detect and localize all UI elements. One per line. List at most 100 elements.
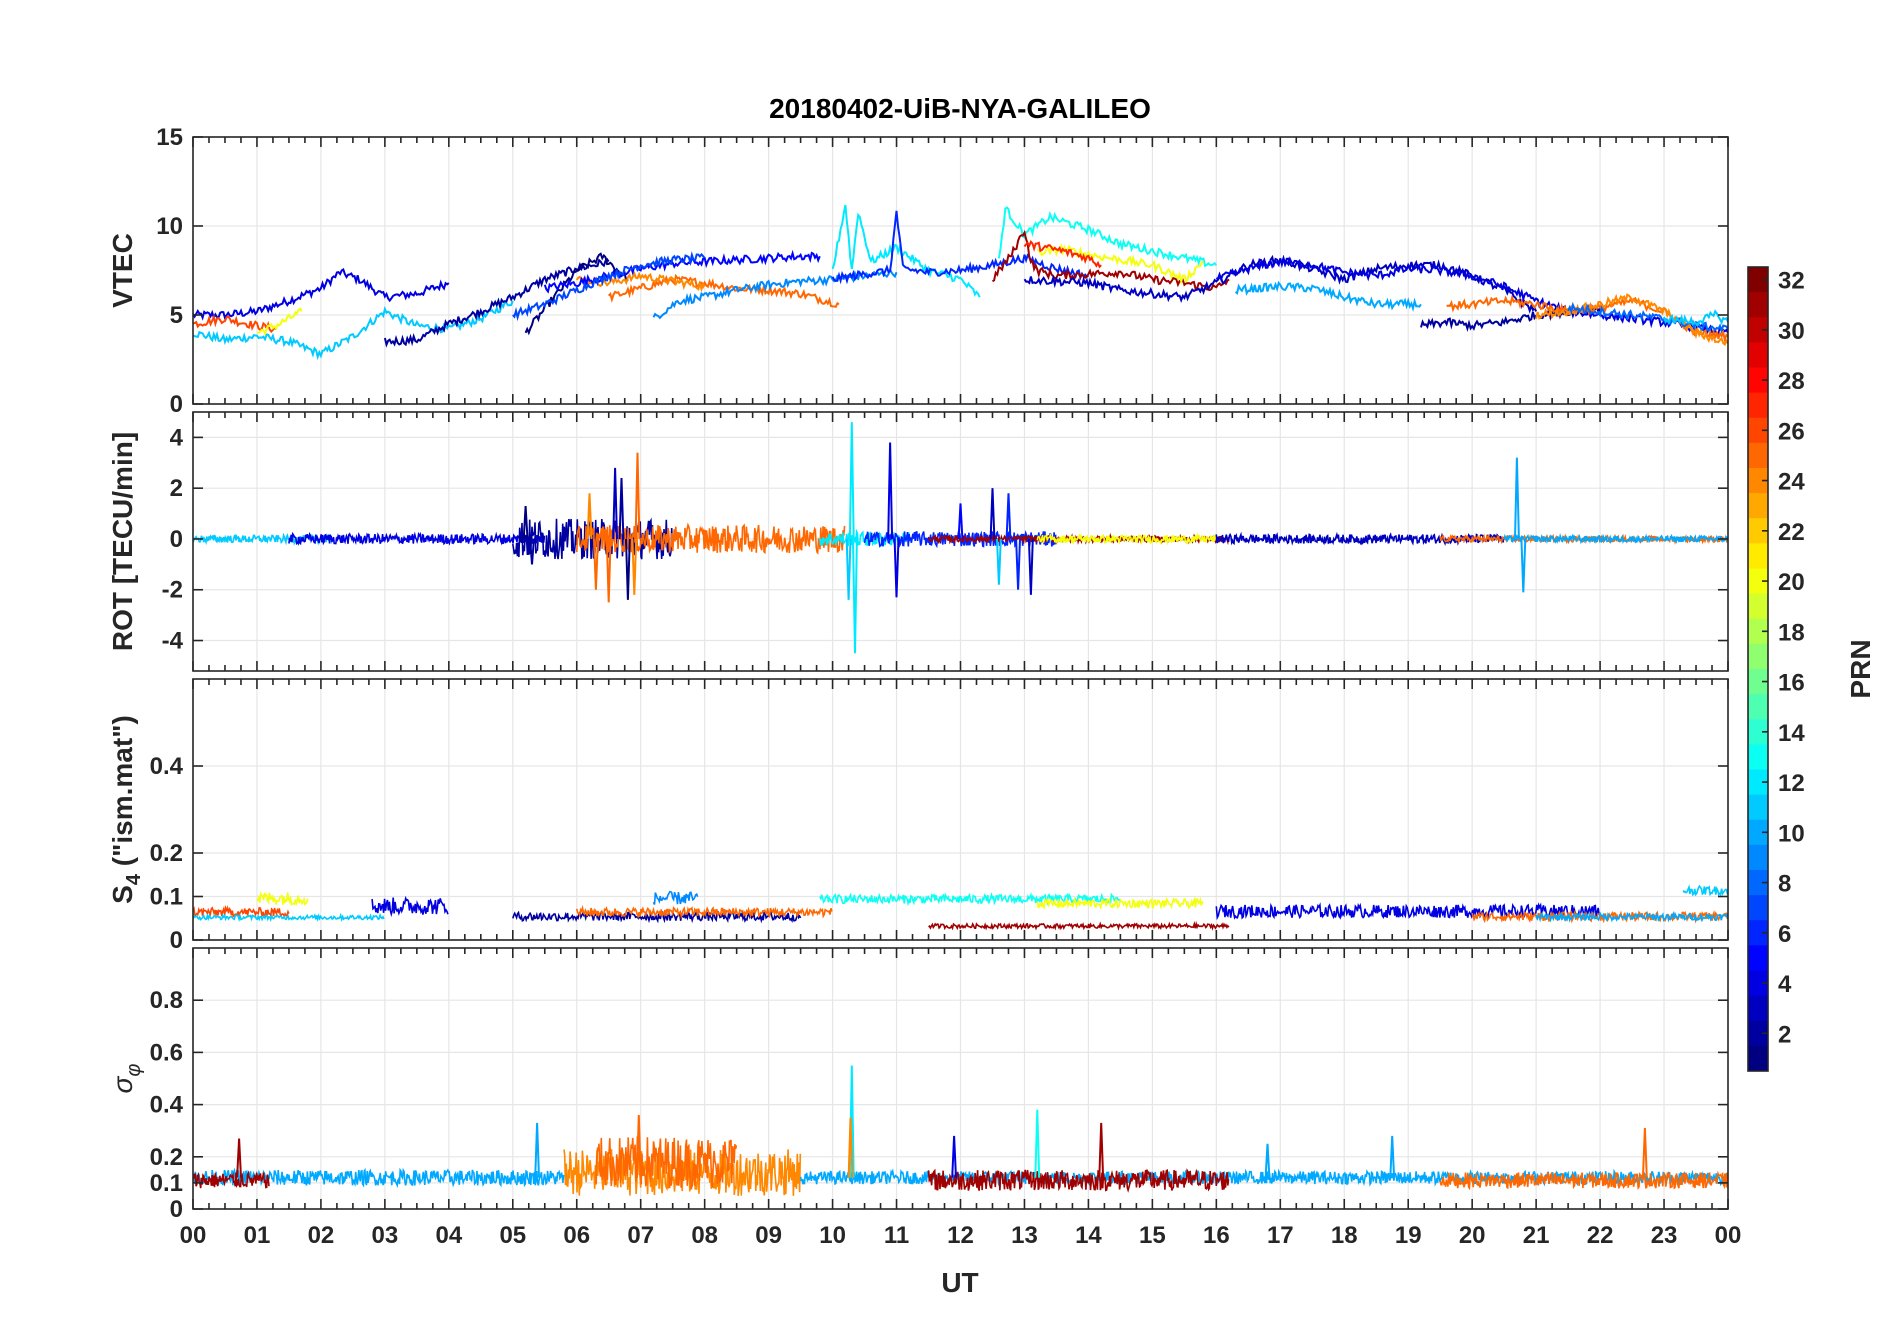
s4-series-prn-31	[928, 920, 1230, 931]
rot-spike	[605, 538, 612, 603]
colorbar-segment	[1748, 1020, 1768, 1047]
colorbar-segment	[1748, 794, 1768, 821]
colorbar-segment	[1748, 694, 1768, 720]
x-tick-label: 11	[884, 1222, 909, 1249]
s4-series-prn-26	[193, 904, 290, 918]
colorbar-segment	[1748, 920, 1768, 946]
sigma-series-prn-31	[193, 1170, 270, 1189]
colorbar-segment	[1748, 367, 1768, 394]
rot-spike	[1015, 538, 1021, 590]
y-tick-label: 0.4	[150, 1092, 184, 1119]
x-tick-label: 19	[1395, 1222, 1422, 1249]
x-tick-label: 16	[1203, 1222, 1230, 1249]
x-tick-label: 17	[1267, 1222, 1294, 1249]
vtec-series-prn-24	[1535, 293, 1728, 347]
rot-spike	[1027, 538, 1034, 595]
rot-spike	[996, 538, 1002, 585]
y-tick-label: 0	[170, 1196, 183, 1223]
vtec-series-prn-4	[1215, 254, 1728, 336]
rot-spike	[893, 538, 900, 598]
y-tick-label: 0	[170, 526, 183, 553]
rot-spike	[625, 538, 631, 600]
colorbar-tick-label: 18	[1778, 619, 1805, 646]
rot-spike	[989, 488, 996, 540]
colorbar-tick-label: 32	[1778, 268, 1805, 295]
sigma-spike	[1034, 1109, 1041, 1178]
s4-series-prn-13	[819, 891, 1121, 907]
vtec-series-prn-2	[383, 257, 610, 348]
rot-spike	[529, 538, 535, 565]
x-tick-label: 07	[627, 1222, 654, 1249]
y-tick-label: 0.2	[150, 840, 183, 867]
colorbar-segment	[1748, 292, 1768, 318]
vtec-series-prn-1	[524, 252, 629, 336]
series-group	[193, 1065, 1728, 1196]
y-tick-label: -4	[162, 628, 184, 655]
colorbar-tick-label: 4	[1778, 971, 1792, 998]
colorbar-segment	[1748, 442, 1768, 469]
y-tick-label: 0.1	[150, 884, 183, 911]
rot-spike	[1520, 538, 1527, 593]
s4-series-prn-11	[193, 912, 385, 923]
chart-title: 20180402-UiB-NYA-GALILEO	[769, 93, 1151, 124]
colorbar-segment	[1748, 945, 1768, 971]
sigma-spike	[1264, 1143, 1271, 1178]
colorbar-tick-label: 2	[1778, 1021, 1791, 1048]
vtec-series-prn-31	[992, 229, 1230, 292]
colorbar-segment	[1748, 744, 1768, 770]
x-tick-label: 09	[755, 1222, 782, 1249]
colorbar-tick-label: 12	[1778, 770, 1805, 797]
x-tick-label: 00	[180, 1222, 207, 1249]
y-tick-label: 0.1	[150, 1170, 183, 1197]
sigma-series-prn-31	[927, 1168, 1230, 1193]
colorbar-segment	[1748, 568, 1768, 595]
sigma-spike	[635, 1114, 642, 1178]
x-tick-label: 15	[1139, 1222, 1166, 1249]
vtec-series-prn-6	[831, 210, 1089, 285]
colorbar-segment	[1748, 518, 1768, 544]
y-tick-label: 0	[170, 391, 183, 418]
y-axis-label-sigma: σφ	[107, 1064, 145, 1094]
y-tick-label: 2	[170, 475, 183, 502]
y-tick-label: 15	[156, 124, 183, 151]
colorbar-segment	[1748, 342, 1768, 368]
x-tick-label: 14	[1075, 1222, 1102, 1249]
series-group	[193, 204, 1728, 361]
colorbar-segment	[1748, 493, 1768, 519]
y-tick-label: 0.4	[150, 753, 184, 780]
sigma-spike	[1641, 1128, 1648, 1178]
x-tick-label: 23	[1651, 1222, 1678, 1249]
colorbar-segment	[1748, 844, 1768, 871]
x-tick-label: 03	[372, 1222, 399, 1249]
vtec-series-prn-11	[193, 300, 514, 361]
rot-spike	[1005, 493, 1012, 540]
x-tick-label: 10	[819, 1222, 846, 1249]
rot-spike	[957, 503, 964, 540]
sigma-spike	[236, 1138, 242, 1178]
s4-series-prn-10	[1535, 910, 1728, 923]
vtec-series-prn-11	[1663, 309, 1728, 327]
rot-spike	[593, 538, 599, 590]
vtec-series-prn-8	[1567, 301, 1728, 334]
panel-s4: 0 0.1 0.2 0.4S4 ("ism.mat")	[107, 678, 1729, 954]
colorbar-segment	[1748, 317, 1768, 343]
sigma-series-prn-25	[1439, 1170, 1728, 1191]
colorbar-tick-label: 14	[1778, 720, 1805, 747]
vtec-series-prn-13	[997, 206, 1218, 268]
series-group	[193, 422, 1728, 654]
colorbar-segment	[1748, 769, 1768, 796]
vtec-series-prn-25	[607, 273, 840, 308]
colorbar-segment	[1748, 1045, 1768, 1072]
colorbar-tick-label: 24	[1778, 469, 1805, 496]
vtec-series-prn-10	[1234, 280, 1422, 313]
rot-series-prn-25	[576, 522, 846, 555]
colorbar-segment	[1748, 618, 1768, 645]
sigma-spike	[1389, 1135, 1396, 1178]
colorbar-segment	[1748, 995, 1768, 1022]
x-tick-label: 18	[1331, 1222, 1358, 1249]
series-group	[193, 884, 1728, 931]
vtec-series-prn-20	[256, 307, 303, 337]
sigma-spike	[534, 1122, 540, 1178]
colorbar-tick-label: 26	[1778, 418, 1805, 445]
